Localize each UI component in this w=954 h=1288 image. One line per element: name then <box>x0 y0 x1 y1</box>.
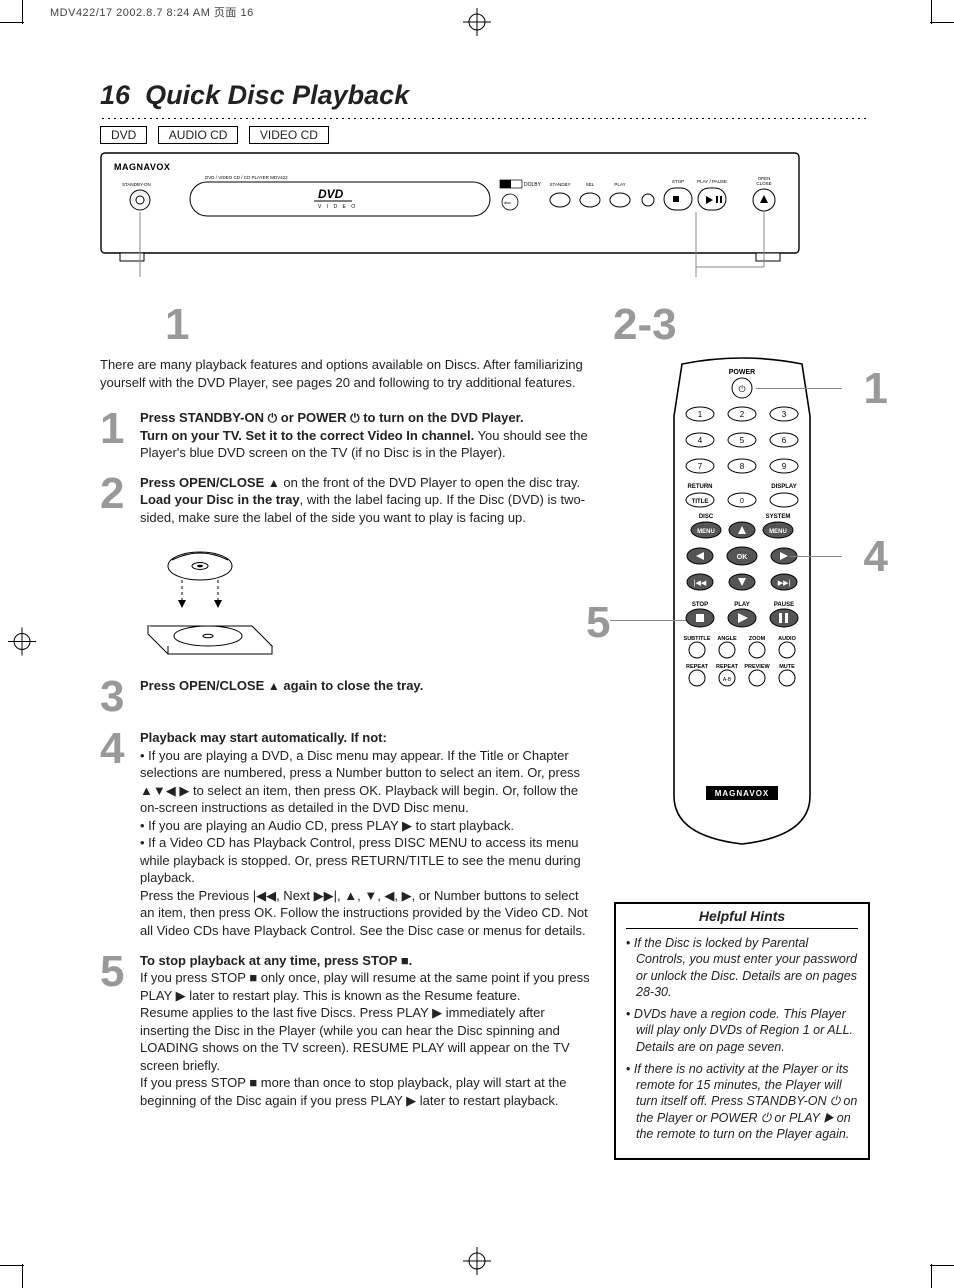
step-number: 2 <box>100 474 140 527</box>
svg-text:MENU: MENU <box>769 529 787 535</box>
svg-text:PLAY / PAUSE: PLAY / PAUSE <box>697 179 727 184</box>
page-title: 16 Quick Disc Playback <box>100 80 870 111</box>
step-2: 2 Press OPEN/CLOSE ▲ on the front of the… <box>100 474 590 527</box>
step-number: 3 <box>100 677 140 717</box>
svg-text:MENU: MENU <box>697 529 715 535</box>
svg-text:RETURN: RETURN <box>688 484 713 490</box>
svg-text:AUDIO: AUDIO <box>778 636 796 642</box>
svg-text:⏻: ⏻ <box>738 384 745 394</box>
svg-text:disc: disc <box>504 200 511 205</box>
svg-text:2: 2 <box>740 410 745 419</box>
registration-mark <box>463 8 491 41</box>
svg-text:4: 4 <box>698 436 703 445</box>
remote-callout-5: 5 <box>586 598 610 648</box>
svg-text:DVD / VIDEO CD / CD PLAYER MD: DVD / VIDEO CD / CD PLAYER MDV422 <box>205 175 288 180</box>
player-callout-2-3: 2-3 <box>613 300 677 350</box>
svg-text:SYSTEM: SYSTEM <box>766 514 791 520</box>
svg-text:|◀◀: |◀◀ <box>694 580 707 587</box>
svg-text:V I D E O: V I D E O <box>318 204 357 210</box>
svg-text:ZOOM: ZOOM <box>749 636 766 642</box>
dotted-rule <box>100 117 870 120</box>
svg-text:SUBTITLE: SUBTITLE <box>684 636 711 642</box>
disc-type-badges: DVD AUDIO CD VIDEO CD <box>100 126 870 144</box>
svg-text:REPEAT: REPEAT <box>716 664 739 670</box>
intro-paragraph: There are many playback features and opt… <box>100 356 590 391</box>
helpful-hints-box: Helpful Hints If the Disc is locked by P… <box>614 902 870 1160</box>
page-title-text: Quick Disc Playback <box>145 80 409 110</box>
svg-text:9: 9 <box>782 462 787 471</box>
remote-illustration: POWER ⏻ 1 2 3 4 5 6 7 8 9 RETURN DISPLAY TITLE 0… <box>614 356 870 896</box>
svg-text:5: 5 <box>740 436 745 445</box>
svg-text:DOLBY: DOLBY <box>524 182 542 188</box>
svg-text:STOP: STOP <box>692 602 708 608</box>
step-number: 4 <box>100 729 140 940</box>
step-number: 5 <box>100 952 140 1110</box>
crop-mark <box>930 1264 954 1288</box>
svg-text:DVD: DVD <box>318 187 344 201</box>
player-illustration: MAGNAVOX STANDBY-ON DVD / VIDEO CD / CD … <box>100 152 870 352</box>
crop-mark <box>0 0 24 24</box>
remote-callout-4: 4 <box>864 532 888 582</box>
svg-text:ANGLE: ANGLE <box>717 636 737 642</box>
svg-text:DISPLAY: DISPLAY <box>771 484 796 490</box>
player-brand: MAGNAVOX <box>114 162 170 172</box>
svg-text:MUTE: MUTE <box>779 664 795 670</box>
svg-text:POWER: POWER <box>729 369 755 376</box>
crop-mark <box>930 0 954 24</box>
svg-text:OK: OK <box>737 554 748 561</box>
step-3: 3 Press OPEN/CLOSE ▲ again to close the … <box>100 677 590 717</box>
svg-text:REPEAT: REPEAT <box>686 664 709 670</box>
svg-text:MAGNAVOX: MAGNAVOX <box>715 789 770 798</box>
svg-text:DISC: DISC <box>699 514 714 520</box>
svg-text:SEL: SEL <box>586 182 595 187</box>
remote-callout-1: 1 <box>864 364 888 414</box>
svg-text:TITLE: TITLE <box>692 499 709 505</box>
svg-text:STOP: STOP <box>672 179 684 184</box>
step-5: 5 To stop playback at any time, press ST… <box>100 952 590 1110</box>
svg-text:8: 8 <box>740 462 745 471</box>
svg-text:6: 6 <box>782 436 787 445</box>
player-callout-1: 1 <box>165 300 189 350</box>
hints-title: Helpful Hints <box>626 908 858 929</box>
svg-text:1: 1 <box>698 410 703 419</box>
badge-audio-cd: AUDIO CD <box>158 126 239 144</box>
svg-text:3: 3 <box>782 410 787 419</box>
badge-dvd: DVD <box>100 126 147 144</box>
svg-text:PLAY: PLAY <box>614 182 625 187</box>
svg-text:PLAY: PLAY <box>734 602 749 608</box>
disc-tray-illustration <box>140 538 590 663</box>
svg-text:CLOSE: CLOSE <box>756 181 771 186</box>
step-number: 1 <box>100 409 140 462</box>
hint-item: If the Disc is locked by Parental Contro… <box>626 935 858 1000</box>
registration-mark <box>463 1247 491 1280</box>
crop-mark <box>0 1264 24 1288</box>
svg-text:STANDBY-ON: STANDBY-ON <box>122 182 151 187</box>
hint-item: DVDs have a region code. This Player wil… <box>626 1006 858 1055</box>
hint-item: If there is no activity at the Player or… <box>626 1061 858 1142</box>
job-info-line: MDV422/17 2002.8.7 8:24 AM 页面 16 <box>50 4 254 20</box>
svg-text:▶▶|: ▶▶| <box>778 580 791 587</box>
svg-text:STANDBY: STANDBY <box>550 182 571 187</box>
svg-text:PREVIEW: PREVIEW <box>744 664 770 670</box>
registration-mark <box>8 628 36 661</box>
page-number: 16 <box>100 80 130 110</box>
step-4: 4 Playback may start automatically. If n… <box>100 729 590 940</box>
step-1: 1 Press STANDBY-ON ⏻ or POWER ⏻ to turn … <box>100 409 590 462</box>
svg-text:PAUSE: PAUSE <box>774 602 794 608</box>
badge-video-cd: VIDEO CD <box>249 126 329 144</box>
svg-text:7: 7 <box>698 462 703 471</box>
svg-text:A-B: A-B <box>723 677 732 683</box>
svg-text:0: 0 <box>740 498 744 505</box>
